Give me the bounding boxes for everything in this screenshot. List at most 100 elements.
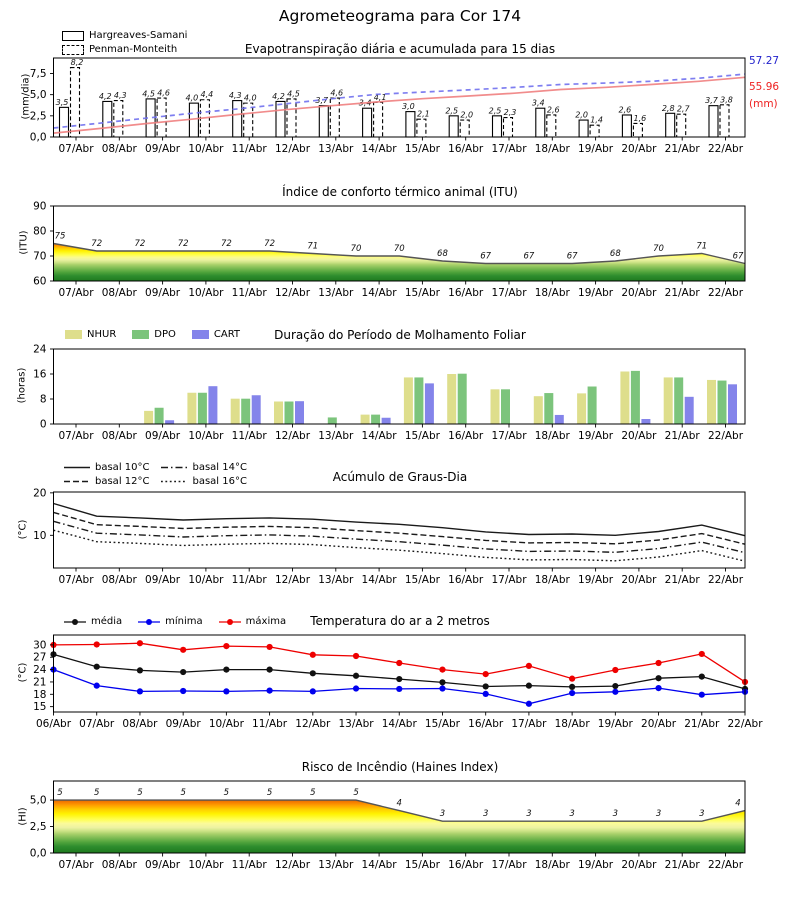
svg-text:5: 5 — [180, 788, 185, 798]
svg-text:5,0: 5,0 — [30, 89, 47, 101]
svg-text:16/Abr: 16/Abr — [448, 859, 484, 871]
svg-text:17/Abr: 17/Abr — [491, 574, 527, 586]
svg-text:21/Abr: 21/Abr — [665, 574, 701, 586]
svg-text:09/Abr: 09/Abr — [145, 143, 181, 155]
svg-text:20/Abr: 20/Abr — [621, 143, 657, 155]
svg-text:75: 75 — [55, 232, 66, 242]
svg-text:4,5: 4,5 — [287, 89, 300, 98]
svg-text:15/Abr: 15/Abr — [405, 574, 441, 586]
svg-text:16/Abr: 16/Abr — [448, 287, 484, 299]
svg-text:18/Abr: 18/Abr — [555, 718, 591, 730]
svg-text:21: 21 — [33, 676, 46, 688]
svg-text:15/Abr: 15/Abr — [425, 718, 461, 730]
hargreaves-swatch — [62, 30, 84, 41]
svg-text:70: 70 — [394, 244, 405, 254]
svg-text:68: 68 — [610, 249, 621, 259]
nhur-label: NHUR — [87, 329, 117, 340]
basal14-label: basal 14°C — [192, 462, 247, 473]
svg-text:14/Abr: 14/Abr — [362, 287, 398, 299]
svg-text:0,0: 0,0 — [30, 132, 47, 144]
svg-text:3,4: 3,4 — [532, 99, 545, 108]
graus_dia-plot: 10 20 07/Abr 08/Abr 09/Abr 10/Abr 11/Abr 12/Abr… — [33, 487, 746, 586]
svg-text:3: 3 — [440, 809, 445, 819]
svg-text:18: 18 — [33, 689, 46, 701]
legend-item-nhur: NHUR — [65, 329, 116, 340]
svg-text:14/Abr: 14/Abr — [362, 430, 398, 442]
molhamento-bars-nhur — [144, 371, 716, 424]
svg-text:07/Abr: 07/Abr — [58, 859, 94, 871]
svg-text:07/Abr: 07/Abr — [79, 718, 115, 730]
svg-text:3,0: 3,0 — [402, 102, 415, 111]
itu-title: Índice de conforto térmico animal (ITU) — [282, 185, 518, 199]
haines-ylabel: (HI) — [17, 807, 29, 826]
svg-text:67: 67 — [480, 252, 491, 262]
svg-text:72: 72 — [135, 239, 146, 249]
svg-text:13/Abr: 13/Abr — [318, 859, 354, 871]
svg-text:3,7: 3,7 — [315, 96, 329, 105]
cart-swatch — [191, 330, 209, 339]
svg-text:17/Abr: 17/Abr — [491, 859, 527, 871]
svg-text:4,5: 4,5 — [142, 89, 155, 98]
legend-item-penman: Penman-Monteith — [62, 44, 187, 55]
svg-text:10: 10 — [33, 530, 46, 542]
basal12-line-swatch — [64, 480, 90, 483]
graus_dia-line-dashdot — [53, 520, 746, 554]
haines-line — [53, 799, 746, 822]
molhamento-legend: NHUR DPO CART — [65, 329, 240, 340]
graus-dia-title: Acúmulo de Graus-Dia — [332, 470, 468, 484]
legend-item-basal14: basal 14°C — [161, 462, 247, 473]
svg-text:14/Abr: 14/Abr — [362, 143, 398, 155]
svg-text:5: 5 — [267, 788, 272, 798]
svg-text:19/Abr: 19/Abr — [578, 574, 614, 586]
svg-text:4,6: 4,6 — [157, 89, 170, 98]
legend-item-cart: CART — [191, 329, 240, 340]
svg-text:12/Abr: 12/Abr — [275, 143, 311, 155]
evapotranspiracao-cumline — [53, 76, 746, 134]
svg-text:21/Abr: 21/Abr — [665, 143, 701, 155]
svg-text:21/Abr: 21/Abr — [684, 718, 720, 730]
svg-text:4,0: 4,0 — [186, 94, 199, 103]
svg-text:3,7: 3,7 — [705, 96, 719, 105]
nhur-swatch — [65, 330, 82, 339]
svg-text:11/Abr: 11/Abr — [232, 287, 268, 299]
svg-text:20/Abr: 20/Abr — [621, 574, 657, 586]
haines-plot: 5 5 5 5 5 5 5 5 4 3 3 3 3 3 3 3 4 0,0 2,5 5,0 07/Abr 08/Abr 09… — [30, 780, 746, 871]
svg-text:19/Abr: 19/Abr — [578, 143, 614, 155]
svg-text:67: 67 — [523, 252, 534, 262]
svg-text:8: 8 — [40, 394, 47, 406]
svg-text:3,8: 3,8 — [720, 95, 733, 104]
svg-text:22/Abr: 22/Abr — [708, 143, 744, 155]
svg-text:10/Abr: 10/Abr — [188, 287, 224, 299]
svg-text:2,0: 2,0 — [460, 111, 473, 120]
svg-text:06/Abr: 06/Abr — [36, 718, 72, 730]
legend-item-media: média — [64, 616, 122, 627]
svg-text:10/Abr: 10/Abr — [188, 430, 224, 442]
svg-text:7,5: 7,5 — [30, 68, 47, 80]
hargreaves-accumulated-total: 55.96 — [749, 81, 780, 93]
svg-text:11/Abr: 11/Abr — [232, 574, 268, 586]
basal10-label: basal 10°C — [95, 462, 150, 473]
svg-text:3: 3 — [526, 809, 531, 819]
svg-text:13/Abr: 13/Abr — [318, 574, 354, 586]
svg-text:15/Abr: 15/Abr — [405, 859, 441, 871]
svg-text:70: 70 — [33, 251, 46, 263]
media-marker-swatch — [64, 618, 86, 625]
svg-text:80: 80 — [33, 226, 46, 238]
svg-text:0: 0 — [40, 419, 47, 431]
svg-text:2,6: 2,6 — [619, 105, 632, 114]
svg-text:5: 5 — [310, 788, 315, 798]
svg-text:2,3: 2,3 — [504, 108, 517, 117]
svg-text:07/Abr: 07/Abr — [58, 574, 94, 586]
svg-text:07/Abr: 07/Abr — [58, 287, 94, 299]
temperatura-series-mínima — [50, 666, 749, 707]
minima-marker-swatch — [138, 618, 161, 625]
svg-text:08/Abr: 08/Abr — [102, 574, 138, 586]
svg-text:27: 27 — [33, 652, 46, 664]
svg-text:10/Abr: 10/Abr — [188, 859, 224, 871]
graus-dia-legend: basal 10°C basal 14°C basal 12°C basal 1… — [64, 462, 247, 487]
evapotranspiracao-axes: 0,0 2,5 5,0 7,5 07/Abr 08/Abr 09/Abr 10/Abr 11/A… — [30, 57, 746, 155]
svg-text:5: 5 — [57, 788, 62, 798]
basal16-line-swatch — [161, 480, 188, 483]
svg-text:22/Abr: 22/Abr — [727, 718, 763, 730]
